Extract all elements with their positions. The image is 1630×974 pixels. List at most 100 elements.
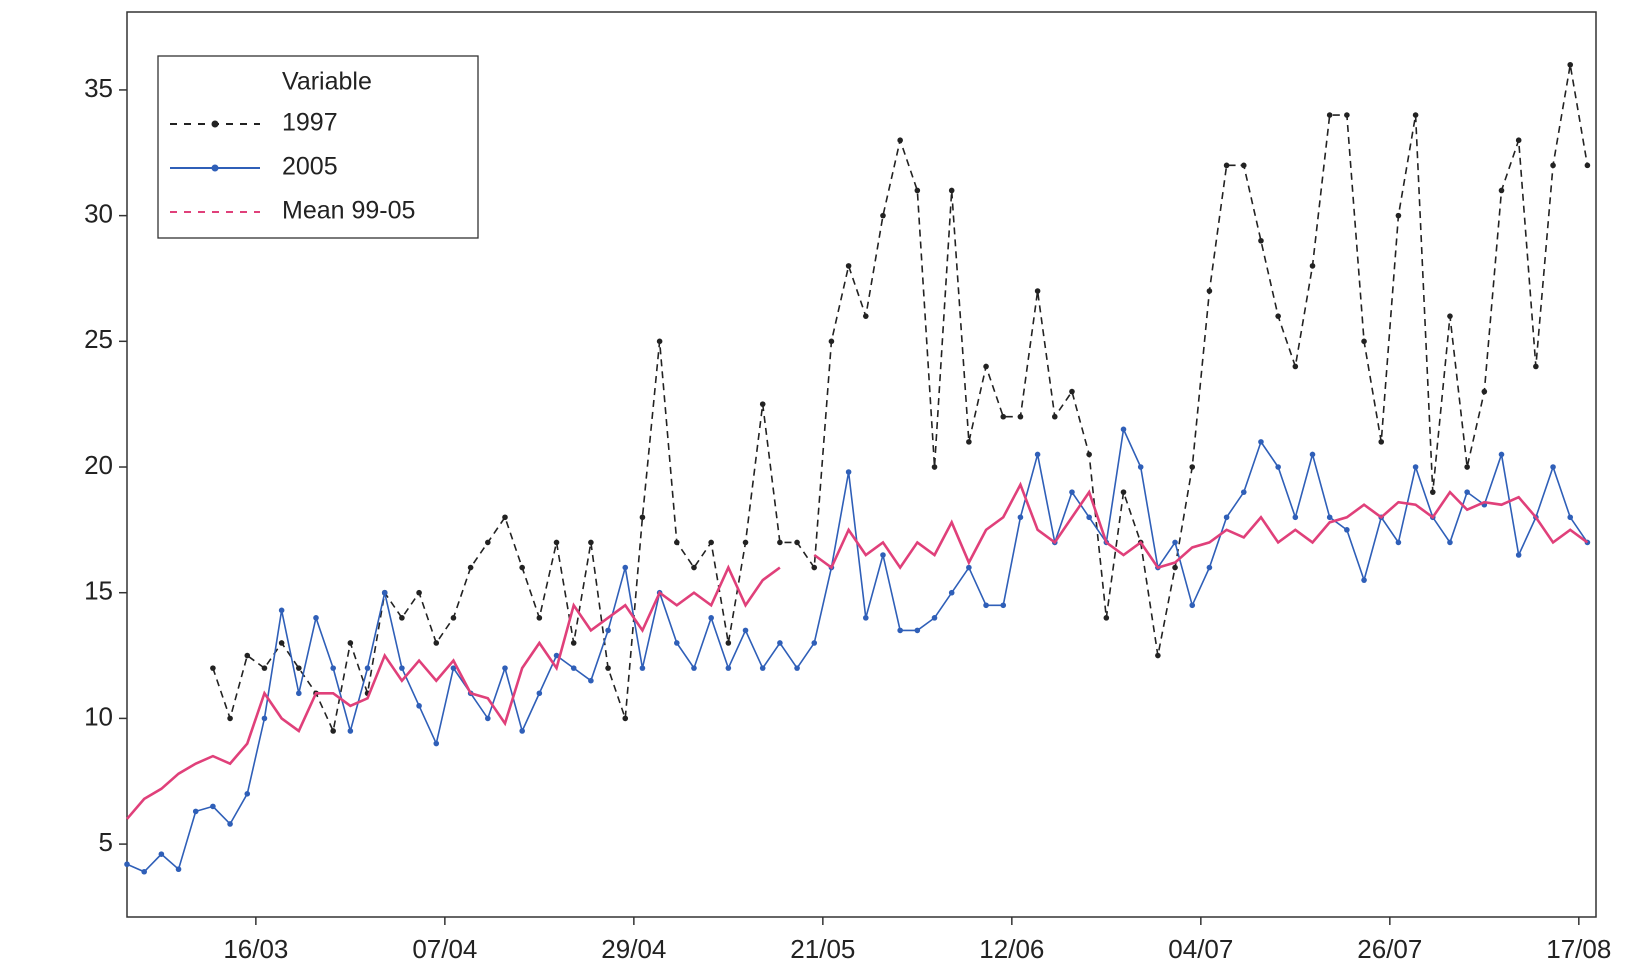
data-point [1344, 527, 1350, 533]
data-point [1172, 564, 1178, 571]
data-point [485, 539, 491, 546]
data-point [227, 715, 233, 722]
data-point [639, 514, 646, 521]
data-point [1464, 489, 1470, 495]
data-point [450, 665, 457, 671]
data-point [966, 564, 972, 571]
data-point [862, 615, 869, 621]
data-point [570, 640, 577, 646]
data-point [983, 602, 989, 609]
data-point [1223, 162, 1230, 169]
data-point [347, 728, 354, 734]
data-point [536, 615, 543, 621]
data-point [1086, 514, 1092, 521]
legend-title: Variable [282, 68, 372, 96]
data-point [485, 715, 491, 722]
data-point [244, 791, 251, 797]
data-point [1447, 313, 1453, 319]
data-point [450, 615, 457, 621]
data-point [674, 539, 680, 546]
data-point [158, 851, 165, 857]
data-point [880, 552, 886, 558]
data-point [416, 703, 422, 709]
data-point [416, 589, 422, 596]
data-point [1481, 388, 1488, 395]
data-point [708, 615, 714, 621]
data-point [794, 665, 800, 671]
data-point [742, 539, 749, 546]
data-point [914, 627, 921, 634]
data-point [777, 539, 783, 546]
data-point [742, 627, 749, 634]
data-point [948, 187, 955, 194]
data-point [261, 715, 268, 722]
data-point [330, 728, 336, 734]
data-point [948, 589, 955, 596]
data-point [983, 363, 989, 370]
data-point [278, 607, 285, 614]
data-point [1533, 363, 1539, 370]
data-point [210, 665, 216, 671]
data-point [862, 313, 869, 319]
data-point [1223, 514, 1230, 521]
data-point [1326, 112, 1333, 118]
data-point [1017, 413, 1024, 420]
data-point [1429, 489, 1436, 495]
data-point [1550, 464, 1556, 470]
data-point [897, 627, 903, 634]
data-point [845, 263, 852, 269]
data-point [1120, 489, 1127, 495]
data-point [296, 665, 302, 671]
data-point [622, 564, 629, 571]
data-point [880, 212, 886, 219]
data-point [759, 665, 766, 671]
data-point [1361, 338, 1367, 345]
data-point [845, 469, 852, 475]
data-point [674, 640, 680, 646]
data-point [381, 589, 388, 596]
x-tick-label: 29/04 [601, 934, 666, 964]
data-point [1344, 112, 1350, 118]
data-point [261, 665, 268, 671]
legend-marker [211, 120, 219, 128]
data-point [1000, 413, 1007, 420]
x-tick-label: 04/07 [1168, 934, 1233, 964]
data-point [897, 137, 903, 144]
data-point [1550, 162, 1556, 169]
data-point [1275, 313, 1281, 319]
data-point [1395, 212, 1402, 219]
data-point [553, 652, 560, 659]
y-tick-label: 20 [84, 450, 113, 480]
data-point [1567, 61, 1574, 68]
data-point [1412, 112, 1419, 118]
data-point [1051, 413, 1058, 420]
data-point [656, 338, 663, 345]
data-point [175, 866, 182, 873]
data-point [605, 627, 611, 634]
data-point [966, 439, 972, 445]
data-point [759, 401, 766, 407]
data-point [278, 640, 285, 646]
data-point [1137, 464, 1144, 470]
data-point [536, 690, 543, 697]
data-point [1206, 288, 1213, 294]
data-point [828, 338, 835, 345]
data-point [347, 640, 354, 646]
data-point [519, 564, 525, 571]
data-point [1395, 539, 1402, 546]
data-point [1240, 162, 1247, 169]
x-tick-label: 07/04 [412, 934, 477, 964]
data-point [931, 615, 938, 621]
data-point [1155, 652, 1161, 659]
data-point [794, 539, 800, 546]
data-point [1069, 388, 1075, 395]
data-point [622, 715, 629, 722]
data-point [553, 539, 560, 546]
x-tick-label: 17/08 [1546, 934, 1611, 964]
data-point [811, 564, 818, 571]
data-point [1378, 439, 1385, 445]
data-point [691, 665, 697, 671]
data-point [914, 187, 921, 194]
data-point [639, 665, 646, 671]
data-point [1361, 577, 1367, 583]
